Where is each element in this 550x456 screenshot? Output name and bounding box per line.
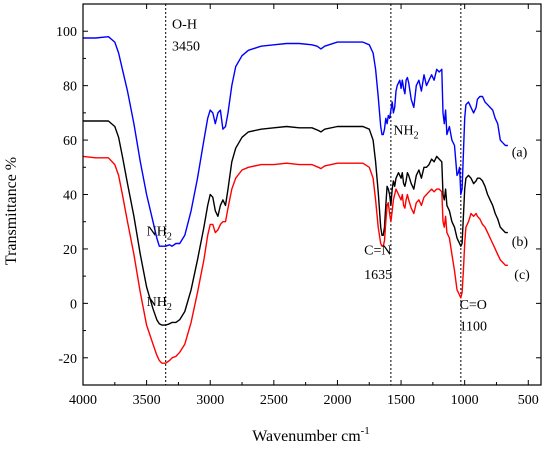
annotation-text: 3450 [172, 39, 200, 54]
annotation-text: NH [393, 124, 413, 139]
x-tick-label: 4000 [69, 393, 97, 408]
annotation-cn: C=N [364, 243, 391, 258]
annotation-oh_num: 3450 [172, 39, 200, 54]
annotation-oh: O-H [172, 17, 197, 32]
series-line-0 [83, 36, 508, 247]
y-tick-label: 0 [70, 297, 77, 312]
x-tick-label: 1500 [387, 393, 415, 408]
series-layer [82, 36, 508, 364]
x-axis-title-text: Wavenumber cm [252, 428, 361, 445]
y-tick-label: 100 [56, 25, 77, 40]
x-axis-title: Wavenumber cm-1 [252, 425, 370, 445]
series-label: (b) [512, 235, 529, 250]
y-tick-label: 80 [63, 80, 77, 95]
annotation-text: 1100 [460, 320, 487, 335]
annotation-text: C=O [460, 298, 487, 313]
annotation-text: NH [147, 224, 167, 239]
annotation-text: C=N [364, 243, 391, 258]
x-tick-label: 3000 [196, 393, 224, 408]
x-tick-label: 3500 [133, 393, 161, 408]
reference-lines-layer [165, 4, 462, 385]
y-tick-label: 60 [63, 134, 77, 149]
series-label: (a) [512, 145, 528, 160]
annotation-text: O-H [172, 17, 197, 32]
x-axis-title-superscript: -1 [361, 425, 370, 437]
annotation-co: C=O [460, 298, 487, 313]
annotation-text: NH [147, 295, 167, 310]
annotation-subscript: 2 [167, 231, 172, 242]
series-label: (c) [514, 268, 530, 283]
ticks-layer: 4000 3500 3000 2500 2000 1500 1000 500 -20 0 20 40 6… [56, 4, 541, 408]
y-tick-label: 20 [63, 243, 77, 258]
y-tick-label: -20 [58, 352, 77, 367]
annotation-subscript: 2 [414, 131, 419, 142]
x-tick-label: 500 [518, 393, 539, 408]
x-tick-label: 2500 [260, 393, 288, 408]
annotation-cn_num: 1635 [364, 268, 392, 283]
annotation-text: 1635 [364, 268, 392, 283]
x-tick-label: 2000 [323, 393, 351, 408]
y-axis-title: Transmittance % [3, 157, 20, 265]
annotation-nh2_a_left: NH2 [147, 224, 172, 242]
y-tick-label: 40 [63, 189, 77, 204]
annotation-nh2_b_left: NH2 [147, 295, 172, 313]
series-line-2 [82, 155, 508, 364]
annotation-co_num: 1100 [460, 320, 487, 335]
annotation-subscript: 2 [167, 302, 172, 313]
annotation-nh2_a_right: NH2 [393, 124, 418, 142]
series-line-1 [83, 120, 508, 326]
x-tick-label: 1000 [451, 393, 479, 408]
